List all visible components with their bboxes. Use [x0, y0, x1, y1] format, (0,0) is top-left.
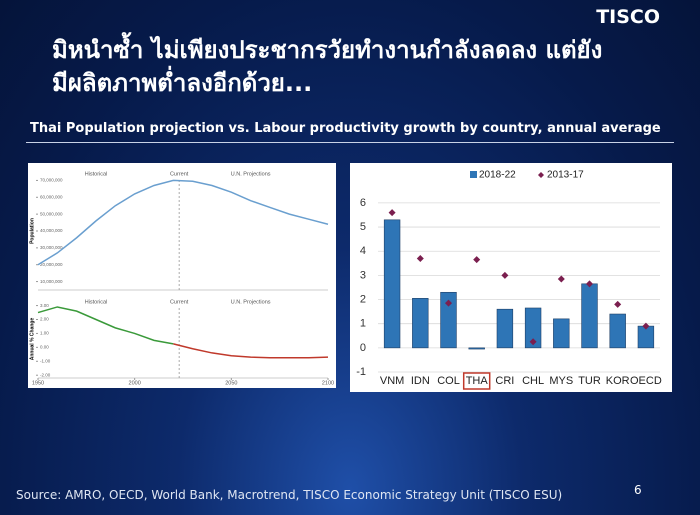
y-tick-label: 3.00	[40, 303, 49, 308]
x-tick-label: KOR	[606, 375, 630, 387]
marker	[445, 299, 452, 307]
y-tick-label: 0	[360, 342, 366, 354]
y-tick-label: 2.00	[40, 317, 49, 322]
marker	[557, 275, 565, 283]
y-tick-label: 1.00	[40, 331, 49, 336]
x-tick-label: 1950	[32, 380, 44, 386]
legend-swatch	[470, 171, 477, 178]
y-tick-label: 1	[360, 318, 366, 330]
marker	[529, 338, 537, 346]
legend-label: 2013-17	[547, 170, 584, 181]
title: มิหนำซ้ำ ไม่เพียงประชากรวัยทำงานกำลังลดล…	[52, 34, 602, 100]
x-tick-label: CHL	[522, 375, 544, 387]
x-tick-label: CRI	[495, 375, 514, 387]
marker	[416, 254, 424, 262]
bar	[496, 308, 514, 349]
legend-label: 2018-22	[479, 170, 516, 181]
logo: TISCO	[596, 6, 660, 28]
marker	[501, 271, 509, 279]
series-line	[37, 306, 174, 345]
marker	[473, 256, 481, 264]
x-tick-label: VNM	[380, 375, 404, 387]
annotation: Current	[170, 299, 189, 305]
y-tick-label: 4	[360, 245, 366, 257]
marker	[388, 209, 396, 217]
marker	[614, 300, 622, 308]
marker	[642, 322, 650, 330]
series-line	[37, 179, 329, 266]
y-tick-label: 0.00	[40, 345, 49, 350]
x-tick-label: IDN	[411, 375, 430, 387]
x-tick-label: THA	[466, 375, 489, 387]
bar	[412, 298, 429, 349]
bar	[468, 347, 485, 350]
y-tick-label: 6	[360, 197, 366, 209]
y-tick-label: -2.00	[40, 372, 51, 377]
y-tick-label: 50,000,000	[40, 211, 63, 216]
annotation: U.N. Projections	[231, 171, 271, 177]
bar	[383, 219, 401, 349]
source: Source: AMRO, OECD, World Bank, Macrotre…	[16, 488, 563, 502]
y-tick-label: 5	[360, 221, 366, 233]
x-tick-label: TUR	[578, 375, 601, 387]
y-tick-label: 60,000,000	[40, 194, 63, 199]
legend-marker	[538, 172, 544, 178]
highlight-box	[462, 372, 491, 390]
chart-panel	[28, 163, 336, 388]
annotation: Historical	[85, 171, 108, 177]
bar	[553, 318, 570, 349]
page-number: 6	[634, 483, 642, 497]
title-line: มิหนำซ้ำ ไม่เพียงประชากรวัยทำงานกำลังลดล…	[52, 36, 603, 64]
annotation: Historical	[85, 299, 108, 305]
y-tick-label: 10,000,000	[40, 279, 63, 284]
y-tick-label: 20,000,000	[40, 262, 63, 267]
x-tick-label: COL	[437, 375, 460, 387]
annotation: Current	[170, 171, 189, 177]
y-tick-label: 3	[360, 269, 366, 281]
y-tick-label: -1	[356, 366, 366, 378]
bar	[581, 283, 598, 349]
chart-panel	[350, 163, 672, 392]
y-tick-label: 40,000,000	[40, 228, 63, 233]
annotation: U.N. Projections	[231, 299, 271, 305]
title-line: มีผลิตภาพต่ำลงอีกด้วย...	[52, 69, 313, 97]
x-tick-label: 2000	[129, 380, 141, 386]
marker	[586, 280, 593, 288]
x-tick-label: OECD	[630, 375, 662, 387]
bar	[440, 291, 457, 349]
y-tick-label: 30,000,000	[40, 245, 63, 250]
bar	[609, 313, 626, 349]
bar	[524, 307, 542, 349]
subtitle: Thai Population projection vs. Labour pr…	[30, 121, 661, 136]
series-line	[173, 343, 329, 359]
x-tick-label: 2100	[322, 380, 334, 386]
y-tick-label: 70,000,000	[40, 178, 63, 183]
y-tick-label: 2	[360, 293, 366, 305]
y-axis-label: Annual % Change	[29, 318, 35, 361]
y-tick-label: -1.00	[40, 358, 51, 363]
x-tick-label: MYS	[549, 375, 573, 387]
rule	[26, 142, 674, 143]
x-tick-label: 2050	[225, 380, 237, 386]
y-axis-label: Population	[29, 218, 35, 244]
